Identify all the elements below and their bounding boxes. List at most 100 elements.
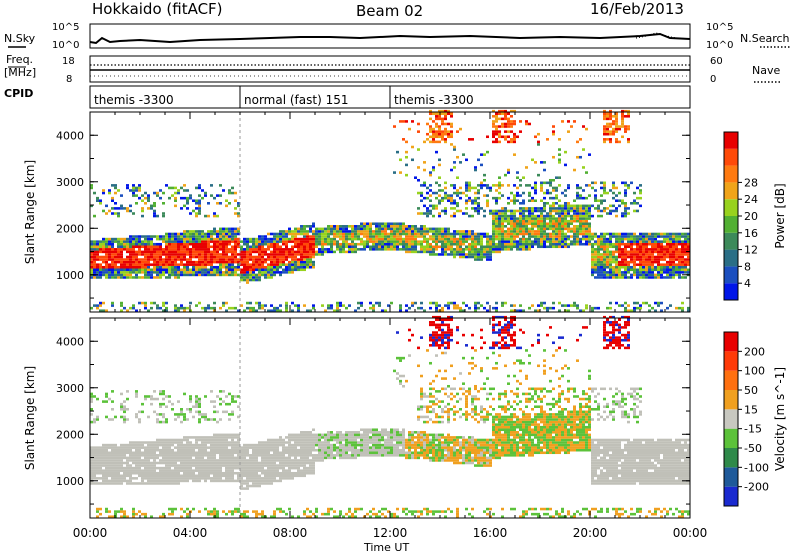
data-cell (108, 464, 111, 467)
data-cell (570, 207, 573, 210)
data-cell (507, 240, 510, 243)
data-cell (390, 232, 393, 236)
data-cell (528, 199, 531, 202)
data-cell (192, 471, 195, 475)
data-cell (234, 271, 237, 274)
data-cell (186, 441, 189, 444)
data-cell (129, 474, 132, 478)
data-cell (105, 242, 108, 246)
data-cell (621, 253, 624, 256)
data-cell (159, 250, 162, 254)
data-cell (354, 237, 357, 241)
data-cell (663, 255, 666, 259)
data-cell (678, 235, 681, 238)
data-cell (270, 242, 273, 246)
data-cell (189, 456, 192, 460)
data-cell (441, 199, 444, 202)
data-cell (162, 390, 165, 393)
data-cell (120, 466, 123, 470)
data-cell (174, 438, 177, 442)
data-cell (369, 245, 372, 249)
data-cell (666, 242, 669, 246)
data-cell (432, 235, 435, 238)
data-cell (543, 222, 546, 226)
data-cell (429, 301, 432, 305)
data-cell (240, 278, 243, 282)
data-cell (105, 459, 108, 462)
data-cell (474, 196, 477, 200)
data-cell (135, 265, 138, 269)
data-cell (438, 184, 441, 187)
data-cell (108, 459, 111, 462)
data-cell (528, 194, 531, 197)
data-cell (153, 212, 156, 215)
data-cell (645, 248, 648, 251)
data-cell (609, 245, 612, 249)
data-cell (102, 446, 105, 449)
data-cell (561, 304, 564, 307)
data-cell (165, 443, 168, 447)
data-cell (366, 222, 369, 226)
data-cell (381, 240, 384, 243)
data-cell (132, 482, 135, 485)
data-cell (153, 260, 156, 264)
data-cell (477, 196, 480, 200)
data-cell (192, 268, 195, 272)
data-cell (396, 222, 399, 226)
data-cell (468, 248, 471, 251)
data-cell (486, 235, 489, 238)
data-cell (213, 507, 216, 511)
data-cell (216, 268, 219, 272)
data-cell (111, 515, 114, 518)
data-cell (459, 186, 462, 190)
data-cell (567, 304, 570, 307)
data-cell (168, 271, 171, 274)
data-cell (150, 448, 153, 452)
data-cell (180, 443, 183, 447)
data-cell (195, 260, 198, 264)
data-cell (252, 248, 255, 251)
data-cell (186, 250, 189, 254)
data-cell (429, 306, 432, 310)
data-cell (294, 255, 297, 259)
data-cell (237, 237, 240, 241)
data-cell (630, 276, 633, 279)
data-cell (210, 441, 213, 444)
data-cell (159, 441, 162, 444)
data-cell (516, 227, 519, 231)
data-cell (504, 125, 507, 128)
data-cell (168, 235, 171, 238)
data-cell (135, 309, 138, 312)
data-cell (552, 230, 555, 233)
data-cell (462, 191, 465, 195)
data-cell (588, 242, 591, 246)
data-cell (243, 276, 246, 279)
data-cell (627, 253, 630, 256)
data-cell (102, 237, 105, 241)
data-cell (513, 135, 516, 139)
data-cell (639, 232, 642, 236)
data-cell (495, 115, 498, 118)
data-cell (174, 482, 177, 485)
data-cell (174, 186, 177, 190)
data-cell (669, 255, 672, 259)
data-cell (219, 446, 222, 449)
data-cell (306, 263, 309, 266)
data-cell (621, 120, 624, 123)
data-cell (183, 265, 186, 269)
data-cell (111, 418, 114, 421)
data-cell (117, 456, 120, 460)
data-cell (444, 227, 447, 231)
data-cell (264, 240, 267, 243)
data-cell (546, 309, 549, 312)
data-cell (126, 276, 129, 279)
data-cell (396, 227, 399, 231)
data-cell (675, 265, 678, 269)
data-cell (180, 456, 183, 460)
data-cell (450, 199, 453, 202)
data-cell (207, 260, 210, 264)
data-cell (165, 245, 168, 249)
data-cell (522, 202, 525, 205)
data-cell (660, 268, 663, 272)
data-cell (195, 250, 198, 254)
